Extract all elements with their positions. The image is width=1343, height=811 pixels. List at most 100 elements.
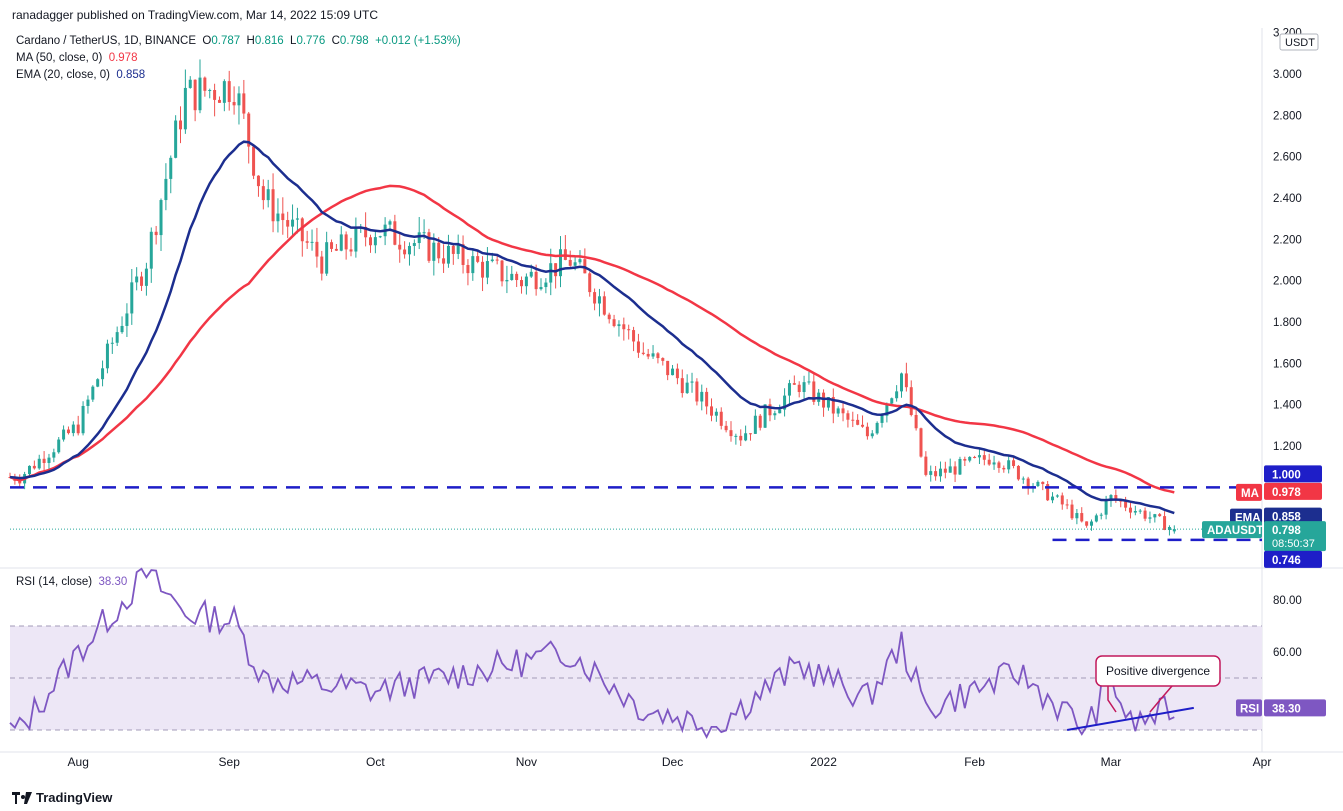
- candle-body: [57, 439, 61, 453]
- candle-body: [334, 248, 338, 251]
- candle-body: [977, 455, 981, 458]
- candle-body: [885, 403, 889, 416]
- candle-body: [783, 395, 787, 410]
- candle-body: [690, 381, 694, 383]
- candle-body: [446, 245, 450, 264]
- candle-body: [826, 397, 830, 408]
- candle-body: [188, 79, 192, 88]
- candle-body: [222, 81, 226, 103]
- time-tick-label: Sep: [219, 755, 241, 769]
- candle-body: [37, 458, 41, 469]
- candle-body: [753, 415, 757, 434]
- candle-body: [364, 226, 368, 238]
- candle-body: [1133, 510, 1137, 513]
- candle-body: [368, 237, 372, 246]
- candle-body: [924, 456, 928, 475]
- candle-body: [1104, 501, 1108, 515]
- candle-body: [1153, 514, 1157, 518]
- candle-body: [291, 219, 295, 227]
- candle-body: [208, 89, 212, 91]
- candle-body: [919, 428, 923, 457]
- candle-body: [710, 406, 714, 416]
- open-label: O: [202, 35, 212, 47]
- tradingview-logo[interactable]: TradingView: [12, 790, 112, 805]
- candle-body: [510, 273, 514, 280]
- ma-tag-value: 0.978: [1272, 487, 1301, 499]
- brand-name: TradingView: [36, 790, 113, 805]
- candle-body: [1124, 501, 1128, 508]
- candle-body: [300, 218, 304, 242]
- candle-body: [227, 81, 231, 103]
- last-price-tag-bg: [1264, 521, 1326, 552]
- time-tick-label: Feb: [964, 755, 985, 769]
- candle-body: [636, 341, 640, 353]
- candle-body: [149, 231, 153, 269]
- candle-body: [271, 189, 275, 222]
- candle-body: [763, 404, 767, 428]
- candle-body: [1051, 496, 1055, 501]
- ema-tag-value: 0.858: [1272, 512, 1301, 524]
- candle-body: [495, 259, 499, 261]
- candle-body: [105, 343, 109, 369]
- candle-body: [792, 383, 796, 385]
- candle-body: [612, 319, 616, 327]
- candle-body: [466, 264, 470, 274]
- candle-body: [617, 324, 621, 327]
- candle-body: [602, 296, 606, 315]
- candle-body: [758, 415, 762, 428]
- candle-body: [62, 429, 66, 440]
- candle-body: [685, 382, 689, 394]
- candle-body: [656, 353, 660, 359]
- candle-body: [437, 242, 441, 259]
- candle-body: [992, 462, 996, 465]
- candle-body: [768, 404, 772, 416]
- level-tag-0746-bg: [1264, 550, 1322, 568]
- time-tick-label: Oct: [366, 755, 385, 769]
- candle-body: [573, 262, 577, 266]
- ema-tag-value-bg: [1264, 507, 1322, 525]
- last-price-value: 0.798: [1272, 525, 1301, 537]
- candle-body: [1099, 514, 1103, 516]
- rsi-tag-label: RSI: [1240, 703, 1259, 715]
- candle-body: [96, 379, 100, 387]
- ma-value: 0.978: [108, 52, 138, 64]
- candle-body: [442, 258, 446, 264]
- candle-body: [232, 102, 236, 106]
- candle-body: [1016, 465, 1020, 480]
- candle-body: [140, 276, 144, 286]
- candle-body: [968, 456, 972, 461]
- ma-legend: MA (50, close, 0) 0.978: [16, 52, 137, 64]
- candle-body: [481, 261, 485, 278]
- candle-body: [91, 386, 95, 400]
- candle-body: [1041, 481, 1045, 485]
- publisher-line: ranadagger published on TradingView.com,…: [12, 8, 379, 22]
- candle-body: [1128, 507, 1132, 513]
- candle-body: [568, 259, 572, 266]
- candle-body: [174, 120, 178, 158]
- candle-body: [938, 468, 942, 477]
- candle-body: [339, 234, 343, 251]
- annotation-text: Positive divergence: [1106, 664, 1210, 678]
- candle-body: [456, 244, 460, 254]
- price-tick-label: 2.200: [1273, 234, 1302, 246]
- candle-body: [748, 433, 752, 435]
- price-tick-label: 2.400: [1273, 193, 1302, 205]
- close-label: C: [331, 35, 340, 47]
- price-tick-label: 1.600: [1273, 358, 1302, 370]
- candle-body: [890, 398, 894, 404]
- candle-body: [680, 378, 684, 394]
- candle-body: [1114, 495, 1118, 501]
- candle-body: [344, 234, 348, 250]
- candle-body: [1080, 513, 1084, 522]
- ma-50-line: [9, 184, 1175, 494]
- candle-body: [846, 413, 850, 420]
- candle-body: [1065, 504, 1069, 506]
- candle-body: [354, 227, 358, 252]
- candle-body: [295, 218, 299, 220]
- candle-body: [135, 276, 139, 283]
- candle-body: [534, 271, 538, 290]
- candle-body: [110, 342, 114, 344]
- candle-body: [831, 397, 835, 414]
- candle-body: [500, 260, 504, 282]
